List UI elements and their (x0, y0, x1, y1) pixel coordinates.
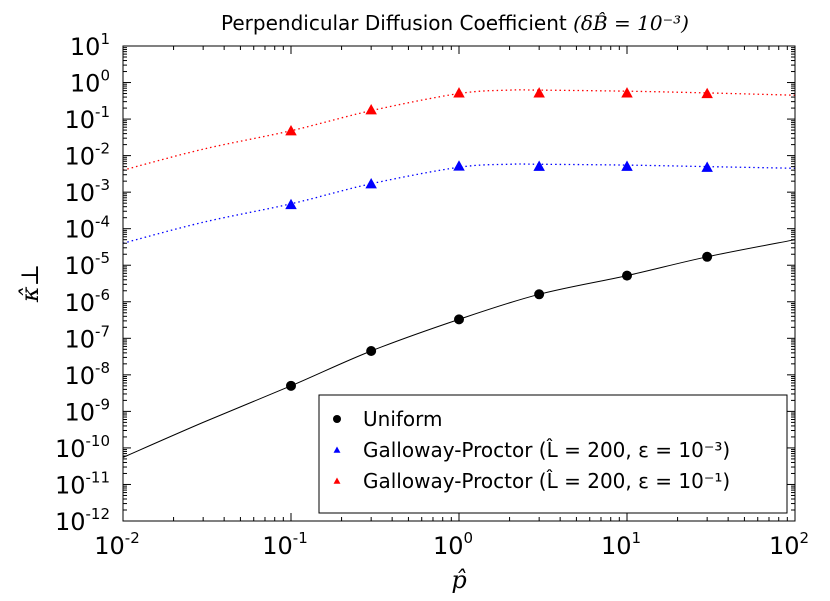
series-2-point (701, 87, 713, 99)
series-2-point (533, 87, 545, 98)
legend-marker-0 (333, 415, 341, 423)
y-tick-exponent: -1 (95, 103, 110, 121)
y-tick-base: 10 (64, 362, 95, 390)
y-tick-base: 10 (64, 106, 95, 134)
x-tick-base: 10 (601, 532, 632, 560)
x-tick-label: 100 (433, 529, 473, 560)
x-tick-base: 10 (769, 532, 800, 560)
series-2-point (285, 124, 297, 136)
y-tick-label: 10-10 (55, 432, 110, 463)
chart-title: Perpendicular Diffusion Coefficient (δB̂… (221, 11, 689, 35)
y-tick-label: 10-2 (64, 140, 110, 171)
y-tick-label: 10-4 (64, 213, 110, 244)
legend-box (318, 394, 788, 514)
series-1-point (365, 177, 377, 189)
y-tick-label: 10-11 (55, 468, 110, 499)
series-1-point (701, 161, 713, 172)
y-tick-label: 10-5 (64, 249, 110, 280)
y-tick-base: 10 (70, 33, 101, 61)
x-tick-exponent: 0 (464, 529, 474, 547)
y-tick-exponent: -11 (86, 468, 111, 486)
x-tick-base: 10 (94, 532, 125, 560)
x-tick-label: 10-1 (262, 529, 308, 560)
x-tick-base: 10 (433, 532, 464, 560)
series-0-point (534, 289, 545, 300)
y-tick-exponent: -8 (95, 359, 110, 377)
y-tick-base: 10 (55, 508, 86, 536)
series-2-point (621, 87, 633, 98)
y-tick-label: 10-1 (64, 103, 110, 134)
y-tick-label: 100 (70, 67, 110, 98)
x-axis-label: p̂ (451, 566, 466, 594)
y-tick-exponent: -10 (86, 432, 111, 450)
legend-marker-1 (333, 446, 341, 453)
series-0-point (454, 314, 464, 325)
y-tick-exponent: -5 (95, 249, 110, 267)
y-tick-base: 10 (64, 143, 95, 171)
y-tick-label: 10-3 (64, 176, 110, 207)
series-1-point (621, 160, 633, 171)
y-tick-base: 10 (70, 70, 101, 98)
x-tick-base: 10 (262, 532, 293, 560)
series-0-point (702, 251, 713, 262)
y-tick-label: 10-9 (64, 395, 110, 426)
legend-label-0: Uniform (363, 407, 443, 431)
x-tick-exponent: 1 (632, 529, 642, 547)
series-0-point (622, 270, 632, 281)
y-tick-base: 10 (64, 325, 95, 353)
series-2-point (453, 87, 465, 98)
y-tick-base: 10 (55, 471, 86, 499)
series-1-point (533, 160, 545, 171)
y-tick-base: 10 (55, 435, 86, 463)
y-tick-label: 101 (70, 30, 110, 61)
y-tick-label: 10-6 (64, 286, 110, 317)
y-tick-label: 10-12 (55, 505, 110, 536)
y-tick-exponent: -3 (95, 176, 110, 194)
y-tick-exponent: -12 (86, 505, 111, 523)
y-tick-base: 10 (64, 216, 95, 244)
y-tick-base: 10 (64, 179, 95, 207)
y-axis-label: κ̂⊥ (16, 264, 44, 303)
y-tick-exponent: 0 (100, 67, 110, 85)
y-tick-exponent: -6 (95, 286, 110, 304)
x-tick-label: 101 (601, 529, 641, 560)
series-0-point (366, 345, 377, 356)
y-tick-base: 10 (64, 289, 95, 317)
series-2-point (365, 103, 377, 115)
y-tick-base: 10 (64, 398, 95, 426)
x-tick-label: 10-2 (94, 529, 140, 560)
legend-label-1: Galloway-Proctor (L̂ = 200, ε = 10⁻³) (363, 438, 730, 462)
y-tick-exponent: -9 (95, 395, 110, 413)
y-tick-label: 10-7 (64, 322, 110, 353)
chart-title-main: Perpendicular Diffusion Coefficient (221, 11, 567, 35)
chart-title-math: (δB̂ = 10⁻³) (573, 11, 689, 35)
x-axis-ticks: 10-2 10-1 100 101 102 (94, 46, 809, 560)
y-tick-exponent: 1 (100, 30, 110, 48)
series-0-point (286, 380, 296, 391)
legend: Uniform Galloway-Proctor (L̂ = 200, ε = 1… (318, 394, 788, 514)
y-tick-exponent: -7 (95, 322, 110, 340)
legend-label-2: Galloway-Proctor (L̂ = 200, ε = 10⁻¹) (363, 469, 730, 493)
x-tick-label: 102 (769, 529, 809, 560)
legend-marker-2 (333, 477, 341, 484)
x-tick-exponent: 2 (800, 529, 810, 547)
data-markers (285, 87, 713, 391)
y-tick-label: 10-8 (64, 359, 110, 390)
legend-entries: Uniform Galloway-Proctor (L̂ = 200, ε = 1… (333, 407, 730, 493)
y-tick-exponent: -4 (95, 213, 110, 231)
y-axis-ticks: 10-1210-1110-1010-910-810-710-610-510-41… (55, 30, 795, 536)
y-tick-base: 10 (64, 252, 95, 280)
y-tick-exponent: -2 (95, 140, 110, 158)
series-1-point (285, 198, 297, 210)
x-tick-exponent: -1 (293, 529, 308, 547)
x-tick-exponent: -2 (125, 529, 140, 547)
series-1-point (453, 160, 465, 171)
